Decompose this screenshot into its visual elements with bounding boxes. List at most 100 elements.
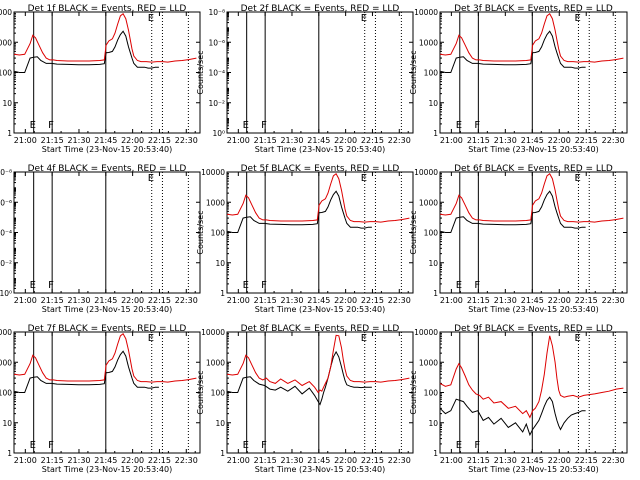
x-tick-label: 22:00 [121,456,144,465]
marker-letter: F [48,280,54,291]
x-tick-label: 22:15 [361,296,384,305]
series-events-line [439,396,586,437]
y-tick-label: 10000 [414,168,438,177]
marker-letter: E [361,333,367,344]
x-tick-label: 22:15 [361,136,384,145]
marker-letter: F [474,280,480,291]
y-tick-label: 1000 [0,358,12,367]
y-tick-label: 1000 [419,38,438,47]
marker-letter: E [456,440,462,451]
panel-title: Det 9f BLACK = Events, RED = LLD [454,324,613,334]
y-tick-label: 1000 [419,358,438,367]
x-tick-label: 22:30 [388,296,411,305]
marker-letter: F [261,120,267,131]
series-events-line [13,350,159,393]
panel-det-6: Det 6f BLACK = Events, RED = LLD 21:00 21:… [409,164,628,314]
marker-letter: E [574,173,580,184]
marker-letter: E [574,333,580,344]
panel-title: Det 3f BLACK = Events, RED = LLD [454,4,613,14]
panel-det-1: Det 1f BLACK = Events, RED = LLD 21:00 21:… [0,4,201,154]
marker-letter: F [474,120,480,131]
x-tick-label: 21:15 [254,136,277,145]
x-tick-label: 22:00 [334,456,357,465]
x-tick-label: 22:30 [175,136,198,145]
x-tick-label: 21:30 [67,296,90,305]
x-tick-label: 22:15 [361,456,384,465]
x-tick-label: 21:00 [14,296,37,305]
x-tick-label: 21:45 [307,136,330,145]
panel-det-4: Det 4f BLACK = Events, RED = LLD 21:00 21:… [0,164,201,314]
marker-letter: F [261,280,267,291]
x-tick-label: 22:15 [148,296,171,305]
marker-letter: E [456,120,462,131]
x-tick-label: 21:00 [440,296,463,305]
y-tick-label: 10000 [201,328,225,337]
x-tick-label: 21:00 [440,136,463,145]
y-tick-label: 10⁻⁶ [0,198,12,207]
marker-letter: E [148,173,154,184]
panel-det-2: Det 2f BLACK = Events, RED = LLD 21:00 21:… [196,4,414,154]
series-lld-line [226,172,410,223]
series-events-line [13,30,159,73]
y-axis-label: Counts/sec [196,50,205,94]
y-tick-label: 10⁰ [212,129,225,138]
x-tick-label: 21:30 [67,136,90,145]
x-tick-label: 22:00 [121,136,144,145]
y-tick-label: 10 [2,419,12,428]
y-tick-label: 10⁻² [0,259,12,268]
y-tick-label: 10000 [414,328,438,337]
x-tick-label: 21:15 [254,296,277,305]
panel-title: Det 6f BLACK = Events, RED = LLD [454,164,613,174]
marker-letter: F [261,440,267,451]
marker-letter: E [148,13,154,24]
axes-frame [13,171,201,294]
y-tick-label: 1000 [206,198,225,207]
x-tick-label: 22:00 [334,296,357,305]
y-tick-label: 100 [0,69,12,78]
panel-title: Det 2f BLACK = Events, RED = LLD [241,4,400,14]
marker-letter: E [243,440,249,451]
y-tick-label: 10⁻² [208,99,225,108]
x-tick-label: 22:30 [602,136,625,145]
x-tick-label: 22:15 [148,136,171,145]
y-tick-label: 10⁻⁴ [0,229,12,238]
axes-frame [226,11,414,134]
y-tick-label: 100 [424,229,439,238]
axes-frame [439,331,628,454]
series-events-line [226,350,372,406]
y-tick-label: 1 [433,129,438,138]
y-tick-label: 1 [220,289,225,298]
x-tick-label: 21:15 [467,296,490,305]
x-axis-label: Start Time (23-Nov-15 20:53:40) [42,305,172,314]
x-tick-label: 21:00 [227,456,250,465]
y-tick-label: 10 [428,99,438,108]
y-tick-label: 10000 [414,8,438,17]
marker-letter: E [574,13,580,24]
y-tick-label: 10 [428,419,438,428]
y-axis-label: Counts/sec [196,210,205,254]
panel-det-3: Det 3f BLACK = Events, RED = LLD 21:00 21:… [409,4,628,154]
y-tick-label: 1 [220,449,225,458]
series-lld-line [439,172,624,223]
series-lld-line [439,12,624,63]
marker-letter: E [30,440,36,451]
marker-letter: E [30,120,36,131]
y-tick-label: 10 [428,259,438,268]
y-tick-label: 100 [211,229,226,238]
x-axis-label: Start Time (23-Nov-15 20:53:40) [468,465,598,474]
marker-letter: E [30,280,36,291]
axes-frame [226,171,414,294]
y-tick-label: 10 [215,419,225,428]
x-tick-label: 21:00 [14,456,37,465]
x-tick-label: 21:30 [280,136,303,145]
series-events-line [226,190,372,233]
y-tick-label: 100 [0,389,12,398]
x-tick-label: 21:00 [440,456,463,465]
series-lld-line [13,12,197,63]
panel-title: Det 5f BLACK = Events, RED = LLD [241,164,400,174]
x-tick-label: 21:00 [227,296,250,305]
axes-frame [13,11,201,134]
x-tick-label: 22:15 [575,456,598,465]
marker-letter: F [48,120,54,131]
y-tick-label: 1 [7,129,12,138]
